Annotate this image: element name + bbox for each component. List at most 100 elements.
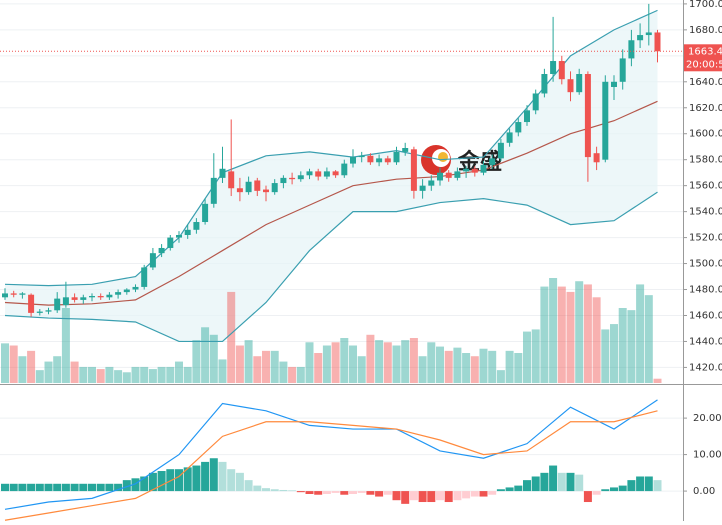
volume-bar xyxy=(366,334,375,383)
macd-hist-bar xyxy=(357,491,366,493)
candle-body xyxy=(419,185,426,191)
volume-bar xyxy=(383,342,392,383)
volume-bar xyxy=(105,366,114,383)
macd-line xyxy=(4,399,658,510)
y-tick-label: 1440.00 xyxy=(689,336,722,347)
candle-body xyxy=(410,149,417,191)
volume-bar xyxy=(18,356,27,383)
candle-body xyxy=(437,172,443,181)
volume-bar xyxy=(357,356,366,383)
macd-hist-bar xyxy=(540,472,549,492)
volume-bar xyxy=(53,356,62,383)
volume-bar xyxy=(140,366,149,383)
candle-body xyxy=(80,297,87,300)
candle-body xyxy=(341,163,348,176)
macd-hist-bar xyxy=(140,476,149,492)
candle-body xyxy=(567,79,574,93)
candle-body xyxy=(115,292,122,295)
volume-bar xyxy=(575,281,584,383)
y-tick-label: 1700.00 xyxy=(689,0,722,10)
volume-bar xyxy=(514,353,523,383)
macd-hist-bar xyxy=(436,491,444,501)
volume-bar xyxy=(601,329,610,383)
candle-body xyxy=(184,229,191,235)
candle-body xyxy=(158,247,165,254)
candle-body xyxy=(254,180,261,191)
macd-hist-bar xyxy=(636,476,645,492)
volume-bar xyxy=(444,350,453,383)
candle-body xyxy=(358,155,365,158)
macd-hist-bar xyxy=(462,491,471,499)
band-line xyxy=(4,191,658,343)
candle-body xyxy=(123,289,130,293)
macd-hist-bar xyxy=(618,485,627,492)
candle-body xyxy=(332,171,339,176)
macd-hist-bar xyxy=(383,491,392,495)
volume-bar xyxy=(409,338,418,383)
macd-hist-bar xyxy=(470,491,479,497)
band-fill xyxy=(5,10,658,342)
macd-hist-bar xyxy=(114,483,123,492)
volume-bar xyxy=(540,286,549,383)
y-tick-label: 1580.00 xyxy=(689,155,722,166)
candle-body xyxy=(576,74,583,93)
candle-body xyxy=(54,298,61,311)
candle-body xyxy=(428,180,435,186)
macd-hist-bar xyxy=(122,480,131,492)
macd-hist-bar xyxy=(644,476,653,492)
volume-bar xyxy=(70,361,79,383)
volume-bar xyxy=(35,370,44,383)
volume-bar xyxy=(61,308,70,383)
macd-hist-bar xyxy=(557,472,566,492)
macd-line xyxy=(4,410,658,521)
volume-bar xyxy=(122,372,131,383)
volume-bar xyxy=(566,291,575,383)
macd-hist-bar xyxy=(375,491,384,497)
candle-body xyxy=(2,293,8,298)
macd-hist-bar xyxy=(322,491,331,494)
y-tick-label: 1420.00 xyxy=(689,362,722,373)
volume-bar xyxy=(436,346,444,383)
candle-body xyxy=(323,171,330,177)
macd-hist-bar xyxy=(340,491,349,495)
candle-body xyxy=(393,151,400,163)
volume-bar xyxy=(79,366,88,383)
candle-body xyxy=(463,168,470,172)
macd-hist-bar xyxy=(566,472,575,492)
volume-bar xyxy=(157,366,166,383)
macd-hist-bar xyxy=(70,483,79,492)
volume-bar xyxy=(183,366,192,383)
volume-bar xyxy=(279,361,288,383)
volume-bar xyxy=(296,366,305,383)
y-tick-label: 1560.00 xyxy=(689,181,722,192)
macd-hist-bar xyxy=(453,491,462,501)
volume-bar xyxy=(557,286,566,383)
candle-body xyxy=(28,294,35,313)
countdown-label: 20:00:56 xyxy=(686,59,722,70)
candle-body xyxy=(628,40,635,59)
volume-bar xyxy=(470,356,479,383)
macd-hist-bar xyxy=(505,487,514,492)
volume-bar xyxy=(209,334,218,383)
macd-hist-bar xyxy=(209,458,218,492)
macd-hist-bar xyxy=(601,489,610,492)
macd-hist-bar xyxy=(18,483,27,492)
volume-bar xyxy=(262,350,270,383)
y-tick-label: 0.00 xyxy=(693,486,715,497)
candle-body xyxy=(62,297,69,306)
volume-bar xyxy=(235,345,244,383)
macd-hist-bar xyxy=(392,491,401,501)
candle-body xyxy=(176,234,182,238)
candle-body xyxy=(263,189,269,193)
macd-hist-bar xyxy=(166,469,175,492)
candle-body xyxy=(219,168,226,178)
candle-body xyxy=(97,296,104,298)
candle-body xyxy=(506,132,513,143)
candle-body xyxy=(210,177,217,204)
candle-body xyxy=(367,155,374,163)
candle-body xyxy=(558,61,565,80)
volume-bar xyxy=(288,366,297,383)
volume-bar xyxy=(618,308,627,383)
candle-body xyxy=(106,294,113,298)
candle-body xyxy=(454,171,461,178)
